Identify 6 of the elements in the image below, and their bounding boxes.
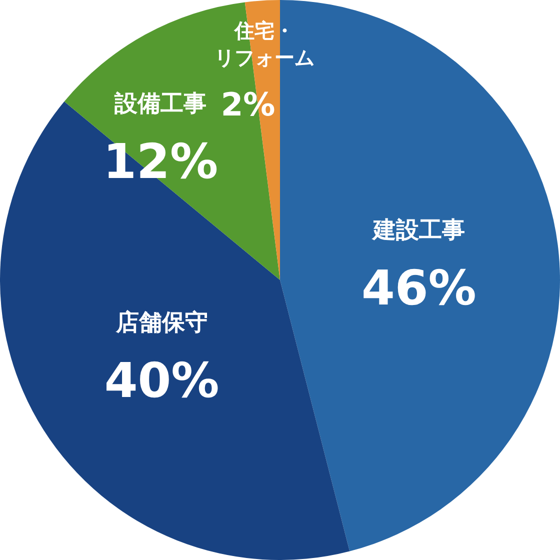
slice-label: 設備工事: [114, 91, 207, 118]
slice-label: 店舗保守: [114, 309, 208, 336]
data-label: 46%: [361, 260, 476, 316]
data-label: 12%: [103, 134, 218, 190]
data-label: 40%: [104, 353, 220, 410]
slice-label: 建設工事: [370, 217, 465, 244]
